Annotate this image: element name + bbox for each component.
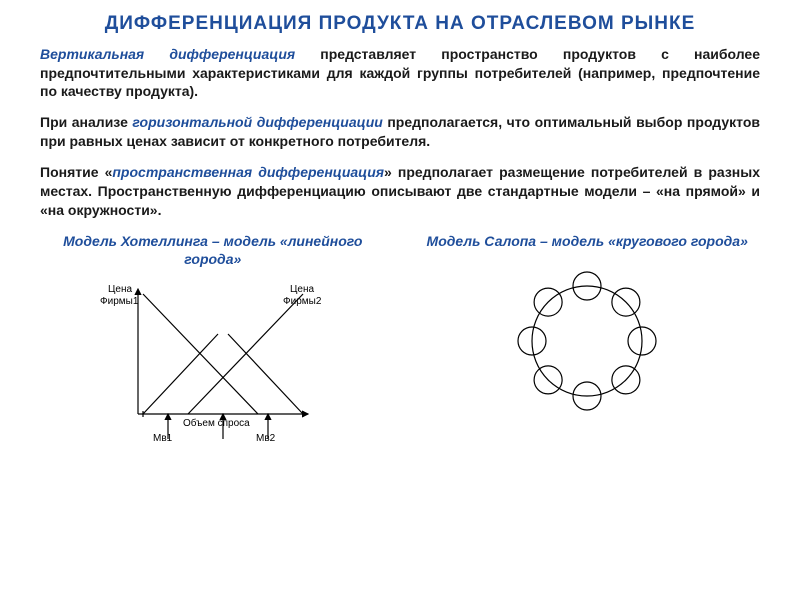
svg-text:Фирмы1: Фирмы1	[100, 296, 139, 307]
svg-text:Mв2: Mв2	[256, 433, 276, 444]
model-hotelling-title: Модель Хотеллинга – модель «линейного го…	[40, 232, 386, 268]
paragraph-vertical: Вертикальная дифференциация представляет…	[40, 45, 760, 102]
term-vertical: Вертикальная дифференциация	[40, 46, 295, 62]
hotelling-diagram: ЦенаФирмы1ЦенаФирмы2Объем спросаMв1Mв2	[40, 274, 386, 444]
svg-text:Фирмы2: Фирмы2	[283, 296, 322, 307]
para2-pre: При анализе	[40, 114, 132, 130]
svg-text:Mв1: Mв1	[153, 433, 173, 444]
salop-diagram	[414, 256, 760, 426]
paragraph-horizontal: При анализе горизонтальной дифференциаци…	[40, 113, 760, 151]
svg-text:Цена: Цена	[108, 284, 132, 295]
paragraph-spatial: Понятие «пространственная дифференциация…	[40, 163, 760, 220]
page-title: ДИФФЕРЕНЦИАЦИЯ ПРОДУКТА НА ОТРАСЛЕВОМ РЫ…	[40, 12, 760, 37]
term-horizontal: горизонтальной дифференциации	[132, 114, 382, 130]
model-salop: Модель Салопа – модель «кругового города…	[414, 232, 760, 444]
models-row: Модель Хотеллинга – модель «линейного го…	[40, 232, 760, 444]
model-salop-title: Модель Салопа – модель «кругового города…	[414, 232, 760, 250]
para3-pre: Понятие «	[40, 164, 112, 180]
svg-text:Цена: Цена	[290, 284, 314, 295]
hotelling-chart-svg: ЦенаФирмы1ЦенаФирмы2Объем спросаMв1Mв2	[98, 274, 328, 444]
model-hotelling: Модель Хотеллинга – модель «линейного го…	[40, 232, 386, 444]
salop-chart-svg	[477, 256, 697, 426]
svg-text:Объем спроса: Объем спроса	[183, 417, 250, 429]
term-spatial: пространственная дифференциация	[112, 164, 384, 180]
